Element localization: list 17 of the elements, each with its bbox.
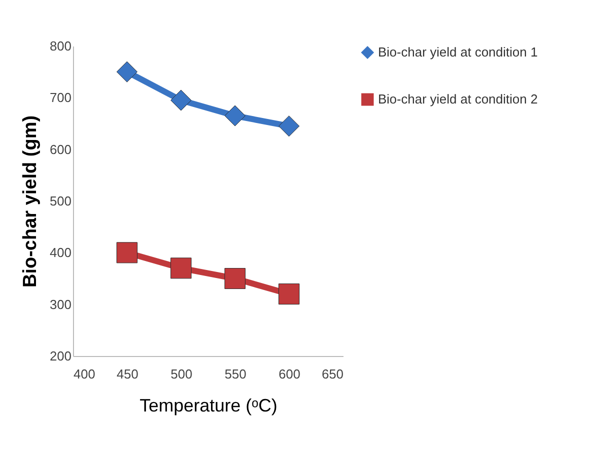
y-tick-label: 600 (50, 142, 72, 157)
x-tick-label: 450 (116, 366, 138, 382)
x-tick-label: 550 (224, 366, 246, 382)
y-axis-title: Bio-char yield (gm) (20, 115, 41, 288)
x-tick-label: 500 (170, 366, 192, 382)
y-tick-label: 800 (50, 38, 72, 54)
x-tick-label: 600 (278, 366, 300, 382)
x-tick-label: 400 (74, 366, 96, 382)
legend-label: Bio-char yield at condition 1 (378, 44, 538, 60)
legend-label: Bio-char yield at condition 2 (378, 92, 538, 106)
y-tick-label: 300 (50, 296, 72, 312)
x-axis-title: Temperature (ᵒC) (140, 396, 278, 416)
y-tick-label: 200 (50, 348, 72, 364)
y-tick-label: 400 (50, 245, 72, 260)
y-tick-label: 500 (50, 194, 72, 208)
y-tick-label: 700 (50, 90, 72, 106)
x-tick-label: 650 (322, 366, 344, 382)
